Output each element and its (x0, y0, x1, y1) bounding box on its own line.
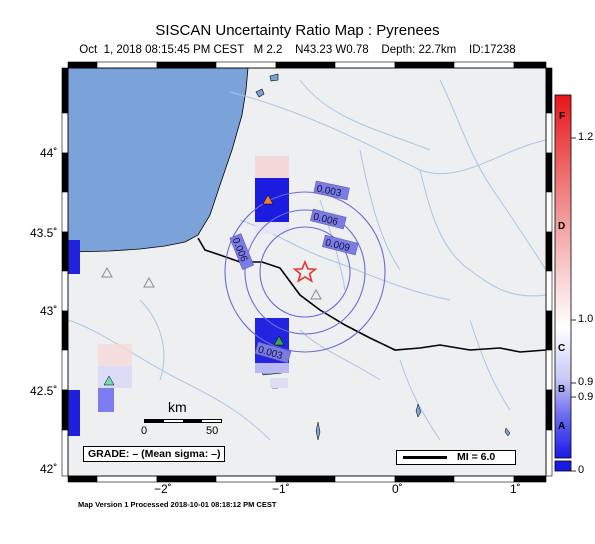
frame-segment (545, 231, 553, 272)
contour-label-bg (229, 233, 254, 270)
mmi-box: MI = 6.0 (396, 450, 516, 465)
frame-segment (96, 61, 158, 69)
frame-segment (545, 67, 553, 114)
frame-segment (453, 475, 515, 483)
frame-segment (215, 61, 277, 69)
frame-segment (334, 475, 396, 483)
station-triangle-icon[interactable] (143, 276, 155, 288)
colorbar-letter: A (558, 421, 566, 432)
map-border (67, 67, 547, 477)
contour-label-bg (310, 208, 347, 230)
station-triangle-icon[interactable] (310, 288, 322, 300)
frame-segment (61, 112, 69, 154)
rivers (68, 79, 546, 441)
frame-segment (545, 310, 553, 351)
map-frame (61, 61, 553, 483)
scale-bar: km 0 50 (141, 399, 222, 439)
frame-segment (67, 475, 98, 483)
contour-label-bg (313, 180, 350, 201)
island (255, 88, 265, 98)
frame-segment (545, 349, 553, 391)
station-triangle-icon[interactable] (273, 335, 285, 346)
colorbar-value: 1.0 (578, 313, 594, 325)
frame-segment (67, 61, 98, 69)
contour-label-bg (254, 341, 292, 364)
colorbar-value: 0.9 (578, 391, 594, 403)
station-triangle-icon[interactable] (101, 266, 113, 278)
lat-label: 44˚ (40, 146, 58, 160)
frame-segment (394, 61, 455, 69)
frame-segment (61, 231, 69, 272)
frame-segment (156, 61, 217, 69)
lon-label: 1˚ (510, 482, 521, 496)
uncertainty-contours (224, 191, 386, 353)
colorbar-letter: B (558, 384, 566, 395)
event-info: Oct 1, 2018 08:15:45 PM CEST M 2.2 N43.2… (79, 44, 516, 56)
mmi-text: MI = 6.0 (457, 451, 496, 463)
scale-bar-end: 50 (206, 425, 219, 437)
lon-label: −2˚ (154, 482, 172, 496)
mmi-bar (403, 456, 447, 459)
frame-segment (61, 67, 69, 114)
colorbar-value: 1.2 (578, 131, 594, 143)
frame-segment (334, 61, 396, 69)
lat-label: 43.5˚ (30, 226, 58, 240)
frame-segment (215, 475, 277, 483)
scale-bar-start: 0 (141, 425, 148, 437)
country-border (197, 237, 546, 353)
frame-segment (96, 475, 158, 483)
frame-segment (513, 61, 547, 69)
scale-bar-title: km (168, 399, 187, 415)
contour-label-bg (322, 234, 359, 256)
frame-segment (453, 61, 515, 69)
colorbar-letter: F (559, 111, 566, 122)
station-triangle-icon[interactable] (103, 375, 115, 386)
frame-segment (545, 112, 553, 154)
lon-label: −1˚ (272, 482, 290, 496)
lat-label: 42˚ (40, 462, 58, 476)
colorbar (554, 94, 572, 459)
frame-segment (275, 61, 336, 69)
frame-segment (61, 152, 69, 193)
ocean (68, 68, 249, 253)
contour-label: 0.003 (313, 180, 350, 201)
frame-segment (545, 152, 553, 193)
colorbar-zero-cell (554, 460, 572, 472)
colorbar-letter: D (558, 221, 566, 232)
frame-segment (61, 389, 69, 431)
colorbar-value: 0.9 (578, 376, 594, 388)
footer-note: Map Version 1 Processed 2018-10-01 08:18… (78, 500, 277, 509)
frame-segment (545, 389, 553, 431)
frame-segment (61, 310, 69, 351)
frame-segment (61, 270, 69, 312)
colorbar-ticks (571, 137, 576, 472)
map-title: SISCAN Uncertainty Ratio Map : Pyrenees (155, 22, 440, 39)
frame-segment (61, 429, 69, 477)
frame-segment (545, 191, 553, 233)
lat-label: 42.5˚ (30, 384, 58, 398)
lat-label: 43˚ (40, 304, 58, 318)
epicenter-star-icon[interactable] (292, 259, 318, 283)
island (269, 73, 279, 82)
scale-bar-graphic (144, 419, 222, 423)
grade-text: GRADE: – (Mean sigma: –) (88, 448, 221, 460)
station-triangle-icon[interactable] (262, 194, 274, 205)
frame-segment (545, 270, 553, 312)
contour-label-text: 0.003 (315, 183, 342, 199)
grade-box: GRADE: – (Mean sigma: –) (83, 446, 226, 462)
lon-label: 0˚ (392, 482, 403, 496)
frame-segment (545, 429, 553, 477)
frame-segment (394, 475, 455, 483)
colorbar-letter: C (558, 343, 566, 354)
frame-segment (61, 349, 69, 391)
frame-segment (61, 191, 69, 233)
colorbar-value: 0 (578, 464, 585, 476)
